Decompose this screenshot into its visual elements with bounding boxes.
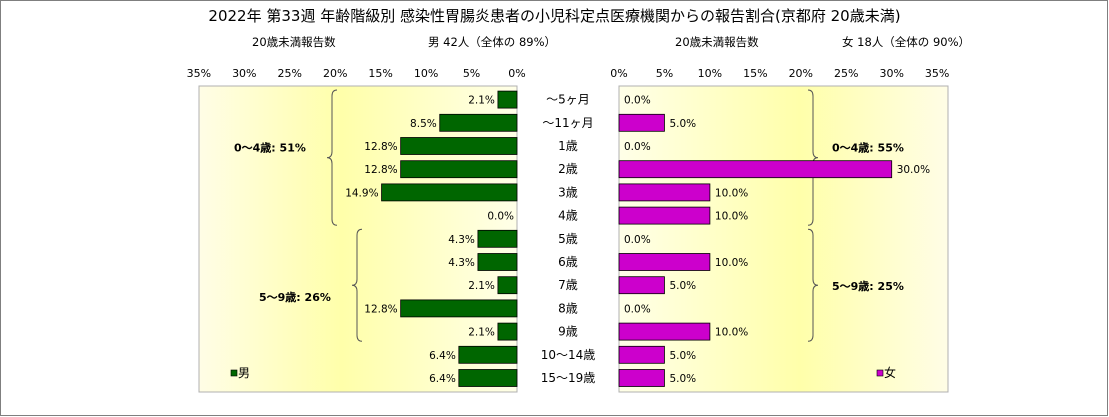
left-axis-tick: 30%	[232, 67, 256, 80]
female-data-label: 0.0%	[624, 95, 651, 107]
female-data-label: 10.0%	[715, 187, 748, 199]
male-data-label: 0.0%	[487, 211, 514, 223]
left-axis-tick: 20%	[323, 67, 347, 80]
male-data-label: 4.3%	[448, 234, 475, 246]
female-bar	[618, 253, 711, 271]
right-axis-tick: 25%	[834, 67, 858, 80]
female-bar	[618, 206, 711, 225]
left-header-summary: 男 42人（全体の 89%）	[428, 35, 557, 49]
male-data-label: 2.1%	[468, 95, 495, 107]
category-label: 8歳	[558, 301, 578, 315]
male-data-label: 12.8%	[364, 141, 397, 153]
group-bracket	[807, 89, 819, 226]
right-axis-tick: 10%	[698, 67, 722, 80]
left-plot-area	[198, 85, 518, 393]
right-axis-tick: 5%	[656, 67, 673, 80]
category-label: 5歳	[558, 232, 578, 246]
female-legend-label: 女	[884, 365, 896, 380]
right-axis-tick: 20%	[789, 67, 813, 80]
right-plot-area	[618, 85, 949, 393]
male-legend-swatch	[230, 369, 238, 377]
female-data-label: 30.0%	[897, 164, 930, 176]
male-bar	[458, 369, 518, 387]
right-axis-tick: 30%	[879, 67, 903, 80]
category-label: 7歳	[558, 278, 578, 292]
female-bar	[618, 276, 665, 295]
left-brackets	[326, 89, 363, 342]
male-legend-label: 男	[238, 366, 250, 380]
female-bar	[618, 369, 665, 387]
category-label: 1歳	[558, 139, 578, 153]
left-annotation-5-9: 5～9歳: 26%	[259, 290, 331, 304]
category-label: 2歳	[558, 162, 578, 176]
female-data-label: 0.0%	[624, 303, 651, 315]
male-data-label: 12.8%	[364, 303, 397, 315]
category-label: 4歳	[558, 209, 578, 223]
female-bar	[618, 113, 665, 132]
left-axis-tick: 0%	[508, 67, 525, 80]
male-data-label: 2.1%	[468, 280, 495, 292]
right-axis-tick: 35%	[925, 67, 949, 80]
female-data-label: 0.0%	[624, 234, 651, 246]
female-data-label: 5.0%	[669, 118, 696, 130]
male-bar	[497, 276, 518, 295]
female-data-label: 5.0%	[669, 280, 696, 292]
category-label: 6歳	[558, 255, 578, 269]
category-label: ～11ヶ月	[542, 116, 593, 130]
male-bar	[458, 345, 518, 364]
category-label: ～5ヶ月	[546, 93, 590, 107]
right-header-label: 20歳未満報告数	[675, 35, 759, 49]
right-axis-tick: 15%	[743, 67, 767, 80]
category-label: 10～14歳	[541, 348, 596, 362]
female-bar	[618, 160, 893, 179]
female-data-label: 10.0%	[715, 211, 748, 223]
female-bar	[618, 345, 665, 364]
male-bar	[497, 322, 518, 341]
female-bar	[618, 183, 711, 202]
right-header-summary: 女 18人（全体の 90%）	[842, 35, 971, 49]
chart-title: 2022年 第33週 年齢階級別 感染性胃腸炎患者の小児科定点医療機関からの報告…	[208, 7, 901, 25]
category-label: 9歳	[558, 325, 578, 339]
right-axis-tick: 0%	[610, 67, 627, 80]
left-axis-tick: 10%	[414, 67, 438, 80]
left-axis-tick: 15%	[368, 67, 392, 80]
male-bar	[400, 299, 518, 318]
male-bar	[381, 183, 518, 202]
right-annotation-5-9: 5～9歳: 25%	[832, 279, 904, 293]
group-bracket	[807, 228, 819, 342]
right-brackets	[807, 89, 819, 342]
male-bar	[400, 160, 518, 179]
male-data-label: 2.1%	[468, 327, 495, 339]
male-bar	[400, 137, 518, 155]
male-bar	[477, 229, 518, 248]
female-data-label: 10.0%	[715, 327, 748, 339]
left-header-label: 20歳未満報告数	[252, 35, 336, 49]
male-data-label: 8.5%	[410, 118, 437, 130]
right-annotation-0-4: 0～4歳: 55%	[832, 141, 904, 155]
male-bar	[497, 90, 518, 109]
left-annotation-0-4: 0～4歳: 51%	[234, 141, 306, 155]
male-data-label: 4.3%	[448, 257, 475, 269]
male-data-label: 12.8%	[364, 164, 397, 176]
female-data-label: 5.0%	[669, 373, 696, 385]
male-bar	[439, 113, 518, 132]
group-bracket	[326, 89, 338, 226]
male-data-label: 6.4%	[429, 350, 456, 362]
left-axis-tick: 35%	[187, 67, 211, 80]
category-label: 15～19歳	[541, 371, 596, 385]
left-axis-tick: 25%	[278, 67, 302, 80]
male-bar	[477, 253, 518, 271]
category-label: 3歳	[558, 185, 578, 199]
left-axis-tick: 5%	[463, 67, 480, 80]
female-legend-swatch	[876, 369, 884, 377]
female-data-label: 5.0%	[669, 350, 696, 362]
female-data-label: 10.0%	[715, 257, 748, 269]
male-data-label: 6.4%	[429, 373, 456, 385]
group-bracket	[351, 228, 363, 342]
male-data-label: 14.9%	[345, 187, 378, 199]
female-bar	[618, 322, 711, 341]
female-data-label: 0.0%	[624, 141, 651, 153]
